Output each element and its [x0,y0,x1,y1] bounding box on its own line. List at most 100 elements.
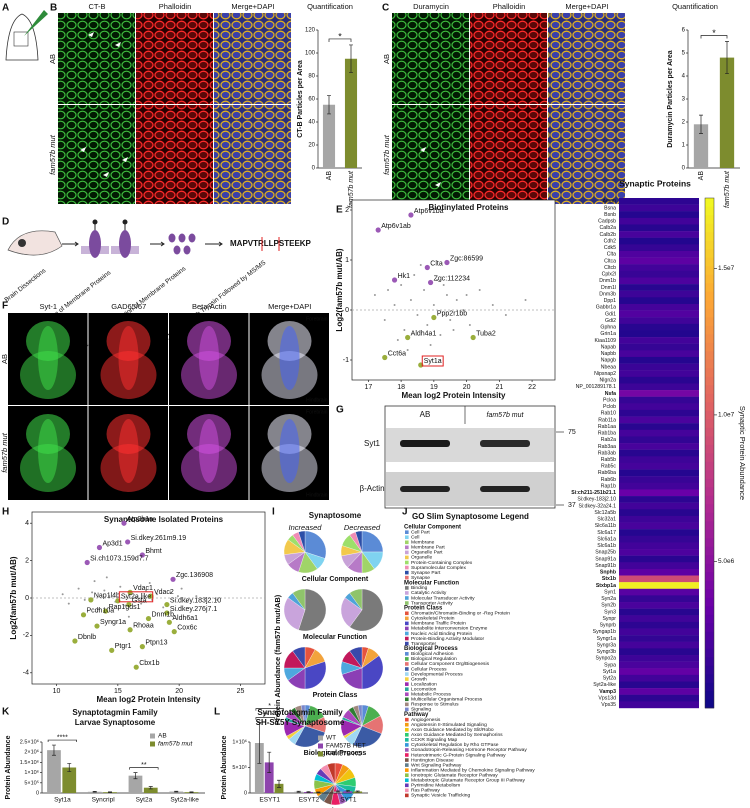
error-bar [277,779,282,788]
heatmap-cell [619,476,699,484]
y-tick-label: 0 [312,166,316,172]
colorbar-step [705,436,714,445]
row-label: Rab6b [601,477,616,483]
column-header: GAD65/67 [111,302,146,311]
row-label: Snphb [600,570,616,576]
legend-swatch [405,540,409,545]
pie-slice [349,588,363,611]
significance-bracket [700,35,728,39]
isolated-protein [178,233,186,243]
heatmap-cell [619,224,699,232]
point [442,284,445,286]
legend-label: Angiotensin II-Stimulated Signaling [411,722,487,728]
y-tick-label: 80 [308,74,315,80]
row-label: Slc6a17 [597,530,616,536]
heatmap-cell [619,370,699,378]
legend-label: Signaling [411,707,431,713]
legend-label: Binding [411,585,428,591]
heatmap-cell [619,211,699,219]
row-label: fam57b mut [382,134,391,175]
colorbar-step [705,317,714,326]
labeled-point [102,608,109,614]
colorbar-frame [704,197,715,709]
point [423,289,426,291]
heatmap-cell [619,443,699,450]
point [124,604,127,607]
biotin-tag [122,219,128,225]
x-tick-label: 20 [175,688,183,695]
pie-title: Synaptosome [309,511,362,520]
colorbar-step [705,487,714,496]
colorbar-step [705,249,714,258]
significance: **** [57,734,68,741]
x-tick-label: 15 [114,688,122,695]
row-label: Syngap1b [593,629,616,635]
legend-swatch [150,733,155,739]
legend-label: Metabolite Interconversion Enzyme [411,626,488,632]
legend-label: Molecular Transducer Activity [411,595,475,601]
colorbar-step [705,308,714,318]
region-label: Hindbrain [306,397,328,403]
point-label: Pcdh10a [87,608,115,615]
column-header: Decreased [344,523,381,532]
colorbar-step [705,325,714,335]
row-label: Rab5b [601,457,616,463]
row-label: Syt2a [603,676,616,682]
row-label: Grin1a [600,331,616,337]
colorbar-step [705,368,714,377]
x-tick-label: 10 [53,688,61,695]
colorbar-step [705,419,714,428]
error-bar [725,41,729,75]
y-tick-label: 5 [682,51,686,57]
labeled-point [139,644,145,650]
point-label: Ptgr1 [115,643,132,650]
point-label: Clta [430,260,443,267]
legend-group: Pathway [404,712,429,718]
legend-swatch [405,783,409,788]
colorbar-step [705,453,714,462]
x-tick-label: fam57b mut [724,170,731,208]
legend-swatch [405,601,409,605]
x-tick-label: 19 [430,384,438,391]
y-tick-label: 4 [25,520,29,527]
pie-label: Biological Process [304,750,367,757]
heatmap-cell [619,674,699,682]
x-tick-label: 17 [364,384,372,391]
legend-group: Molecular Function [404,580,459,586]
pie-slice [349,588,384,632]
legend-swatch [405,707,409,712]
heatmap-cell [619,661,699,669]
legend-swatch [405,793,409,798]
point-label: Si.ch1073.159d7.7 [90,555,148,562]
colorbar-step [705,444,714,454]
heatmap-cell [619,608,699,616]
point [195,595,198,598]
membrane-protein [89,230,101,258]
colorbar-step [705,283,714,292]
labeled-point [171,629,177,635]
brain-core [118,419,139,483]
heatmap-cell [619,628,699,636]
eye [18,239,26,247]
y-tick-label: 3 [682,97,686,103]
band [480,440,530,447]
heatmap-cell [619,376,699,384]
labeled-point [84,559,90,566]
point [406,349,409,351]
row-label: Napab [601,344,616,350]
point [176,595,179,598]
pie-slice [355,530,363,553]
column-header: Merge+DAPI [268,302,311,311]
legend-label: Heterotrimeric G-Protein Signaling Pathw… [411,752,506,758]
pie-slice [292,588,306,611]
y-tick-label: 20 [308,143,315,149]
point [119,585,122,588]
point [135,597,138,599]
row-label: Vps35 [601,702,616,708]
point-label: Dbnlb [78,634,96,641]
point [449,319,452,321]
membrane-protein [119,230,131,258]
legend-label: CCKR Signaling Map [411,737,457,743]
colorbar-step [705,691,714,700]
heatmap-cell [619,423,699,431]
